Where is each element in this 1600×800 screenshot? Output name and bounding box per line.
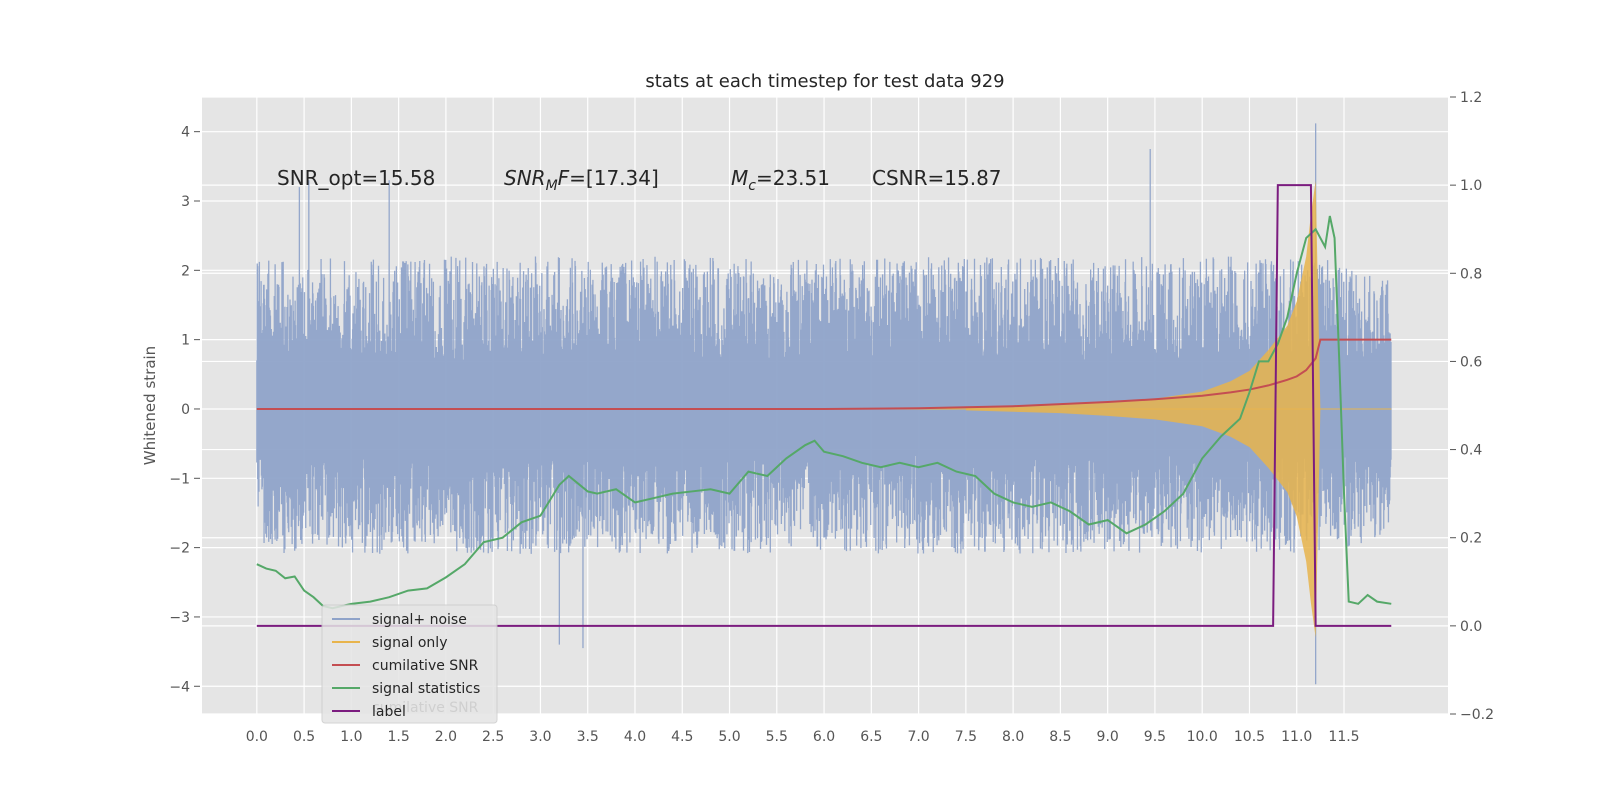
y-right-tick-label: 1.2 [1460, 90, 1482, 106]
x-tick-label: 8.5 [1049, 729, 1071, 745]
x-tick-label: 5.0 [718, 729, 740, 745]
x-tick-label: 7.5 [955, 729, 977, 745]
series-line-label [256, 184, 1392, 627]
annotation-mc-subscript: c [748, 178, 756, 194]
x-tick-label: 11.5 [1328, 729, 1359, 745]
legend-label: signal only [372, 635, 447, 651]
y-tick-label: 0 [181, 402, 190, 418]
annotation-mc: Mc=23.51 [731, 166, 830, 194]
y-right-tick-label: 0.4 [1460, 443, 1482, 459]
chart-title: stats at each timestep for test data 929 [645, 71, 1004, 92]
y-right-tick-label: 0.6 [1460, 354, 1482, 370]
y-right-tick-label: 0.8 [1460, 266, 1482, 282]
x-tick-label: 1.0 [340, 729, 362, 745]
legend-ghost-text: cumilative SNR [372, 700, 479, 716]
x-tick-label: 2.5 [482, 729, 504, 745]
x-tick-label: 3.0 [529, 729, 551, 745]
annotation-snr-mf-symbol: SNR [504, 166, 546, 190]
x-tick-label: 10.5 [1234, 729, 1265, 745]
legend-label: signal+ noise [372, 612, 467, 628]
x-tick-label: 1.5 [388, 729, 410, 745]
x-tick-label: 3.5 [577, 729, 599, 745]
annotation-snr-opt: SNR_opt=15.58 [277, 166, 435, 190]
x-axis: 0.0 0.5 1.0 1.5 2.0 2.5 3.0 3.5 4.0 4.5 5.0 5.5 6.0 6… [246, 729, 1360, 745]
line-series [256, 184, 1392, 627]
series-line-signal-statistics [256, 215, 1392, 610]
y-axis-left: 4 3 2 1 0 −1 −2 −3 −4 [169, 125, 200, 695]
y-tick-label: 1 [181, 333, 190, 349]
y-right-tick-label: 1.0 [1460, 178, 1482, 194]
annotation-snr-mf-subscript: M [546, 178, 558, 194]
x-tick-label: 11.0 [1281, 729, 1312, 745]
x-tick-label: 8.0 [1002, 729, 1024, 745]
annotation-snr-mf-f: F [558, 166, 570, 190]
y-axis-right: 1.2 1.0 0.8 0.6 0.4 0.2 0.0 −0.2 [1450, 90, 1494, 723]
x-tick-label: 6.5 [860, 729, 882, 745]
x-tick-label: 4.5 [671, 729, 693, 745]
y-tick-label: 4 [181, 125, 190, 141]
legend-label: cumilative SNR [372, 658, 479, 674]
annotation-mc-symbol: M [731, 166, 748, 190]
legend: cumilative SNR signal+ noise signal only cu… [321, 604, 498, 724]
x-tick-label: 6.0 [813, 729, 835, 745]
annotation-snr-mf: SNRMF=[17.34] [504, 166, 659, 194]
annotation-snr-mf-value: =[17.34] [569, 166, 659, 190]
y-tick-label: −4 [169, 679, 190, 695]
y-tick-label: −2 [169, 541, 190, 557]
x-tick-label: 9.0 [1097, 729, 1119, 745]
legend-box [321, 604, 498, 724]
y-axis-label: Whitened strain [141, 346, 159, 465]
annotation-csnr: CSNR=15.87 [872, 166, 1002, 190]
y-right-tick-label: −0.2 [1460, 707, 1494, 723]
x-tick-label: 5.5 [766, 729, 788, 745]
x-tick-label: 2.0 [435, 729, 457, 745]
x-tick-label: 10.0 [1187, 729, 1218, 745]
x-tick-label: 0.5 [293, 729, 315, 745]
legend-label: signal statistics [372, 681, 480, 697]
x-tick-label: 0.0 [246, 729, 268, 745]
x-tick-label: 9.5 [1144, 729, 1166, 745]
y-tick-label: 2 [181, 263, 190, 279]
y-tick-label: −1 [169, 471, 190, 487]
y-right-tick-label: 0.0 [1460, 619, 1482, 635]
series-line-cumilative-snr [256, 338, 1392, 410]
y-right-tick-label: 0.2 [1460, 531, 1482, 547]
x-tick-label: 4.0 [624, 729, 646, 745]
y-tick-label: −3 [169, 610, 190, 626]
x-tick-label: 7.0 [907, 729, 929, 745]
legend-label: label [372, 704, 406, 720]
y-tick-label: 3 [181, 194, 190, 210]
annotation-mc-value: =23.51 [756, 166, 830, 190]
